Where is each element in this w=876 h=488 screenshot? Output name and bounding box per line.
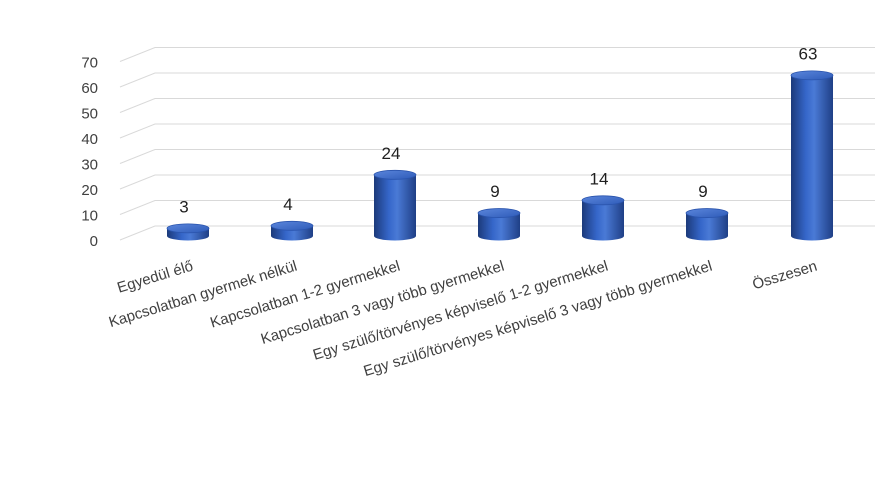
y-tick-label: 30 [81,157,98,174]
gridline [119,98,875,113]
data-label: 9 [698,182,707,201]
category-label: Összesen [750,257,819,294]
bar [270,220,314,241]
data-label: 4 [283,195,292,214]
gridline [119,225,875,241]
gridline [119,174,875,190]
category-label: Kapcsolatban gyermek nélkül [107,258,299,332]
y-tick-label: 60 [81,80,98,97]
data-label: 24 [382,144,401,163]
y-tick-label: 0 [90,233,98,250]
data-label: 14 [590,169,609,188]
bar [581,195,625,241]
gridline [119,72,875,88]
bar [373,169,417,241]
gridlines [119,47,875,241]
gridline [119,123,875,139]
bar [477,208,521,241]
y-tick-label: 40 [81,131,98,148]
y-tick-label: 20 [81,182,98,199]
gridline [119,47,875,62]
y-tick-label: 10 [81,208,98,225]
data-label: 9 [490,182,499,201]
y-tick-label: 70 [81,55,98,72]
bar [790,70,834,241]
bar [685,208,729,241]
bars [166,70,834,241]
data-labels: 3 4 24 9 14 9 63 [179,44,817,216]
data-label: 63 [799,44,818,63]
y-tick-label: 50 [81,106,98,123]
y-axis: 0 10 20 30 40 50 60 70 [81,55,98,251]
data-label: 3 [179,197,188,216]
gridline [119,200,875,215]
gridline [119,149,875,164]
bar [166,223,210,241]
